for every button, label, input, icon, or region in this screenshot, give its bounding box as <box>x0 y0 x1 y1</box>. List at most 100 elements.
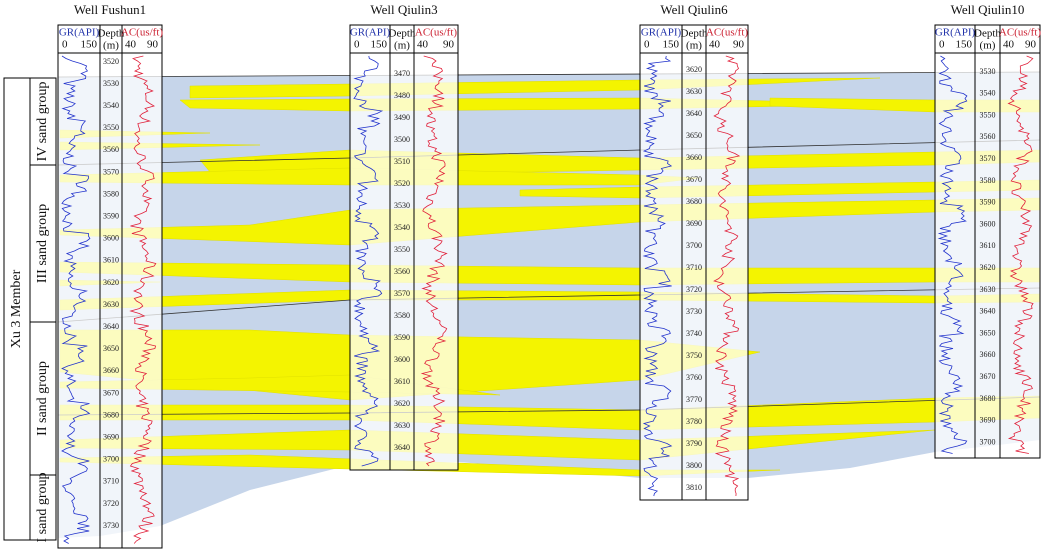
depth-label: 3770 <box>686 395 702 404</box>
gr-curve <box>61 55 91 544</box>
ac-max: 90 <box>443 39 455 51</box>
depth-header: Depth <box>681 28 708 40</box>
depth-label: 3660 <box>103 366 119 375</box>
depth-label: 3660 <box>686 153 702 162</box>
depth-label: 3650 <box>980 328 996 337</box>
depth-label: 3640 <box>686 109 702 118</box>
depth-label: 3690 <box>980 416 996 425</box>
depth-label: 3500 <box>394 135 410 144</box>
depth-label: 3710 <box>686 263 702 272</box>
depth-label: 3510 <box>394 157 410 166</box>
well: Well Qiulin10 GR(API)0 150Depth(m)AC(us/ft… <box>934 2 1041 459</box>
ac-max: 90 <box>733 39 745 51</box>
depth-label: 3600 <box>103 234 119 243</box>
depth-label: 3590 <box>103 212 119 221</box>
depth-label: 3570 <box>980 154 996 163</box>
well-name: Well Fushun1 <box>74 2 146 17</box>
depth-label: 3600 <box>980 219 996 228</box>
depth-label: 3790 <box>686 439 702 448</box>
depth-label: 3640 <box>103 322 119 331</box>
depth-header: Depth <box>389 28 416 40</box>
depth-label: 3610 <box>103 256 119 265</box>
depth-label: 3530 <box>980 67 996 76</box>
well-name: Well Qiulin3 <box>370 2 437 17</box>
ac-curve <box>713 55 741 497</box>
depth-label: 3640 <box>394 443 410 452</box>
depth-label: 3520 <box>103 57 119 66</box>
ac-min: 40 <box>125 39 137 51</box>
boundary-line <box>57 396 1041 416</box>
depth-label: 3730 <box>103 521 119 530</box>
gr-curve <box>937 55 968 454</box>
depth-label: 3580 <box>980 176 996 185</box>
depth-label: 3740 <box>686 329 702 338</box>
depth-label: 3540 <box>103 101 119 110</box>
depth-label: 3540 <box>394 223 410 232</box>
ac-curve <box>1007 55 1034 454</box>
depth-label: 3600 <box>394 355 410 364</box>
depth-label: 3680 <box>103 410 119 419</box>
depth-label: 3580 <box>103 189 119 198</box>
ac-min: 40 <box>1003 39 1015 51</box>
ac-header: AC(us/ft) <box>706 27 749 39</box>
depth-label: 3590 <box>980 198 996 207</box>
depth-label: 3610 <box>980 241 996 250</box>
depth-header: Depth <box>974 28 1001 40</box>
depth-label: 3800 <box>686 461 702 470</box>
depth-label: 3590 <box>394 333 410 342</box>
depth-label: 3700 <box>980 437 996 446</box>
gr-min: 0 <box>644 39 650 51</box>
depth-label: 3670 <box>686 175 702 184</box>
depth-label: 3620 <box>686 65 702 74</box>
ac-curve <box>420 55 448 467</box>
group-column <box>29 77 57 541</box>
depth-label: 3660 <box>980 350 996 359</box>
depth-label: 3630 <box>103 300 119 309</box>
depth-label: 3550 <box>103 123 119 132</box>
boundaries <box>57 71 1041 416</box>
depth-label: 3640 <box>980 307 996 316</box>
depth-label: 3730 <box>686 307 702 316</box>
member-label: Xu 3 Member <box>9 269 24 348</box>
depth-label: 3560 <box>980 132 996 141</box>
sand-group-label: II sand group <box>35 361 50 436</box>
depth-label: 3760 <box>686 373 702 382</box>
gr-max: 150 <box>663 39 680 51</box>
depth-label: 3560 <box>394 267 410 276</box>
depth-label: 3690 <box>686 219 702 228</box>
ac-max: 90 <box>1025 39 1037 51</box>
well-box <box>934 24 1041 459</box>
depth-label: 3630 <box>980 285 996 294</box>
ac-header: AC(us/ft) <box>415 27 458 39</box>
depth-label: 3540 <box>980 89 996 98</box>
depth-label: 3480 <box>394 91 410 100</box>
depth-label: 3680 <box>686 197 702 206</box>
gr-min: 0 <box>62 39 68 51</box>
depth-unit: (m) <box>103 40 119 52</box>
depth-label: 3720 <box>103 499 119 508</box>
gr-header: GR(API) <box>641 27 682 39</box>
depth-label: 3720 <box>686 285 702 294</box>
gr-min: 0 <box>939 39 945 51</box>
depth-label: 3750 <box>686 351 702 360</box>
depth-label: 3550 <box>394 245 410 254</box>
sand-group-label: IV sand group <box>35 82 50 162</box>
depth-label: 3610 <box>394 377 410 386</box>
depth-label: 3630 <box>686 87 702 96</box>
depth-label: 3670 <box>103 388 119 397</box>
depth-label: 3580 <box>394 311 410 320</box>
well-name: Well Qiulin10 <box>951 2 1025 17</box>
depth-label: 3680 <box>980 394 996 403</box>
well-name: Well Qiulin6 <box>660 2 728 17</box>
depth-unit: (m) <box>980 40 996 52</box>
depth-label: 3570 <box>103 167 119 176</box>
depth-label: 3560 <box>103 145 119 154</box>
depth-label: 3700 <box>686 241 702 250</box>
ac-curve <box>129 55 157 544</box>
gr-max: 150 <box>81 39 98 51</box>
gr-min: 0 <box>354 39 360 51</box>
sand-group-label: III sand group <box>35 204 50 283</box>
depth-label: 3650 <box>686 131 702 140</box>
